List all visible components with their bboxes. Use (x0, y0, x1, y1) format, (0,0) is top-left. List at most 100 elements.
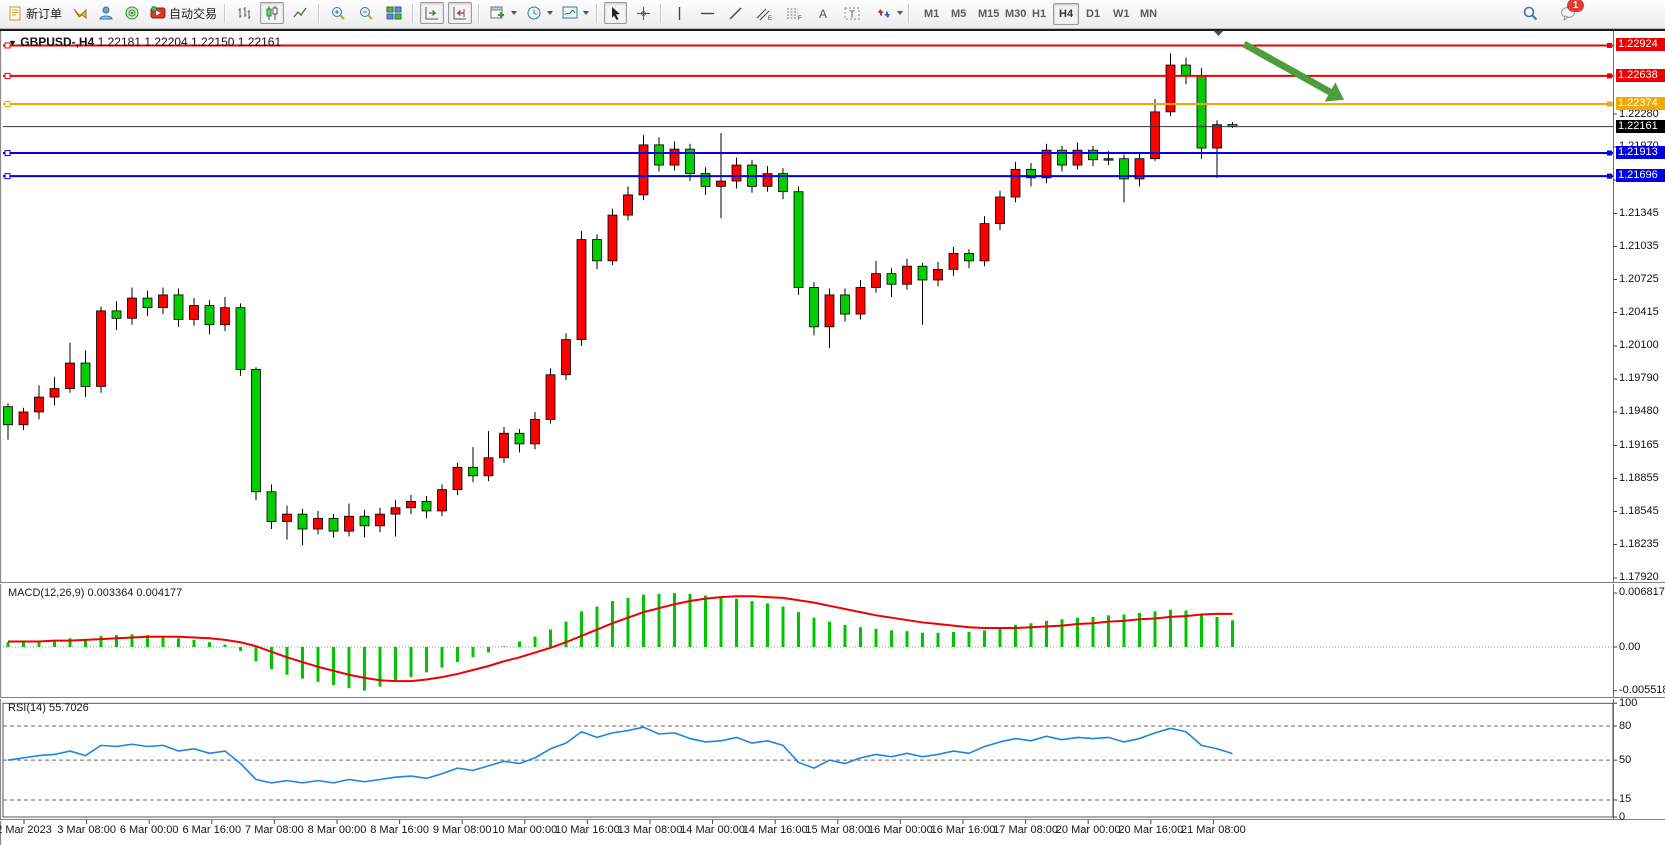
arrows-tool-button[interactable] (872, 2, 907, 24)
auto-trading-button[interactable]: 自动交易 (146, 2, 221, 24)
price-axis-tick: 1.20725 (1619, 272, 1659, 285)
channel-tool-button[interactable]: E (752, 2, 777, 24)
timeframe-button-d1[interactable]: D1 (1086, 8, 1101, 20)
toolbar-separator (224, 4, 226, 23)
window-border (0, 29, 1665, 31)
crosshair-tool-button[interactable] (632, 2, 655, 24)
candle-body (359, 515, 370, 527)
candle-body (1181, 64, 1191, 77)
accounts-button[interactable] (94, 2, 118, 24)
bar-chart-button[interactable] (232, 2, 256, 24)
macd-signal-line (8, 595, 1233, 683)
arrows-tool-icon (878, 8, 890, 18)
time-axis-label: 6 Mar 16:00 (182, 824, 242, 836)
price-axis-tick: 1.18235 (1619, 537, 1659, 550)
time-axis-label: 14 Mar 16:00 (742, 824, 808, 836)
vertical-line-tool-button[interactable] (668, 2, 691, 24)
timeframe-button-m1[interactable]: M1 (924, 8, 940, 20)
line-handle[interactable] (4, 42, 11, 49)
time-axis-label: 9 Mar 08:00 (432, 824, 492, 836)
toolbar-separator (596, 4, 598, 23)
rsi-indicator-label: RSI(14) 55.7026 (8, 702, 89, 714)
chart-shift-button[interactable] (448, 2, 472, 24)
candle-body (127, 297, 137, 319)
timeframe-button-mn[interactable]: MN (1140, 8, 1158, 20)
price-axis-tick: 1.19790 (1619, 372, 1659, 385)
candle-body (452, 466, 463, 491)
price-axis-tick: 1.22280 (1619, 107, 1659, 120)
candle-body (421, 500, 432, 512)
rsi-axis-tick: 15 (1619, 793, 1632, 806)
trendline-tool-button[interactable] (724, 2, 747, 24)
time-axis-label: 6 Mar 00:00 (119, 824, 179, 836)
horizontal-line-icon (701, 12, 714, 14)
time-axis-label: 15 Mar 08:00 (805, 824, 871, 836)
pane-separator[interactable] (0, 697, 1665, 699)
market-watch-button[interactable] (68, 2, 92, 24)
shift-marker-icon[interactable] (1213, 31, 1224, 36)
periods-button[interactable] (522, 2, 557, 24)
timeframe-button-m5[interactable]: M5 (951, 8, 967, 20)
candle-body (592, 239, 602, 262)
line-handle[interactable] (4, 72, 11, 79)
fibonacci-tool-button[interactable]: F (782, 2, 807, 24)
timeframe-button-m15[interactable]: M15 (978, 8, 1000, 20)
chart-area[interactable]: ▼ GBPUSD-,H4 1.22181 1.22204 1.22150 1.2… (0, 31, 1665, 845)
time-axis-label: 8 Mar 00:00 (307, 824, 367, 836)
label-tool-button[interactable]: T (840, 2, 865, 24)
candle-body (731, 164, 742, 182)
text-tool-button[interactable]: A (812, 2, 835, 24)
new-chart-button[interactable] (486, 2, 521, 24)
templates-button[interactable] (558, 2, 593, 24)
candle-body (979, 223, 990, 262)
svg-text:E: E (768, 16, 772, 21)
rsi-axis-tick: 0 (1619, 810, 1626, 823)
candle-body (297, 513, 308, 530)
candle-body (189, 305, 199, 320)
search-button[interactable] (1518, 2, 1543, 24)
candle-body (80, 362, 91, 387)
trend-arrow-annotation[interactable] (1242, 40, 1332, 96)
candle-body (902, 265, 912, 285)
timeframe-button-w1[interactable]: W1 (1113, 8, 1130, 20)
time-axis-label: 3 Mar 08:00 (57, 824, 116, 836)
candle-body (344, 515, 354, 532)
candle-body (220, 307, 230, 326)
line-handle[interactable] (4, 100, 11, 107)
equidistant-channel-icon: E (756, 8, 772, 21)
candle-body (1212, 124, 1222, 149)
auto-scroll-button[interactable] (420, 2, 444, 24)
candle-body (964, 253, 974, 262)
new-order-icon (9, 6, 21, 20)
candle-body (313, 517, 323, 530)
zoom-in-button[interactable] (326, 2, 350, 24)
tile-windows-button[interactable] (382, 2, 406, 24)
news-button[interactable] (120, 2, 144, 24)
timeframe-button-h1[interactable]: H1 (1032, 8, 1047, 20)
notifications-button[interactable]: 1 (1556, 0, 1584, 24)
line-chart-button[interactable] (288, 2, 312, 24)
line-handle[interactable] (4, 173, 11, 180)
candle-body (282, 513, 292, 522)
horizontal-line-tool-button[interactable] (696, 2, 719, 24)
timeframe-button-m30[interactable]: M30 (1005, 8, 1027, 20)
timeframe-button-h4[interactable]: H4 (1053, 3, 1080, 25)
pane-separator[interactable] (0, 582, 1665, 584)
candle-body (669, 148, 680, 166)
collapse-triangle-icon[interactable]: ▼ (8, 38, 17, 48)
toolbar-separator (478, 4, 480, 23)
candle-body (1103, 158, 1114, 161)
zoom-out-button[interactable] (354, 2, 378, 24)
cursor-tool-button[interactable] (604, 2, 627, 24)
chart-canvas[interactable] (0, 31, 1665, 845)
new-order-button[interactable]: 新订单 (4, 2, 66, 24)
candle-body (328, 517, 339, 532)
candlestick-chart-button[interactable] (260, 2, 284, 24)
price-axis-tick: 1.18545 (1619, 504, 1659, 517)
toolbar-separator (412, 4, 414, 23)
candle-body (685, 148, 695, 174)
rsi-axis-tick: 80 (1619, 719, 1632, 732)
candle-body (809, 287, 819, 328)
line-handle[interactable] (4, 150, 11, 157)
